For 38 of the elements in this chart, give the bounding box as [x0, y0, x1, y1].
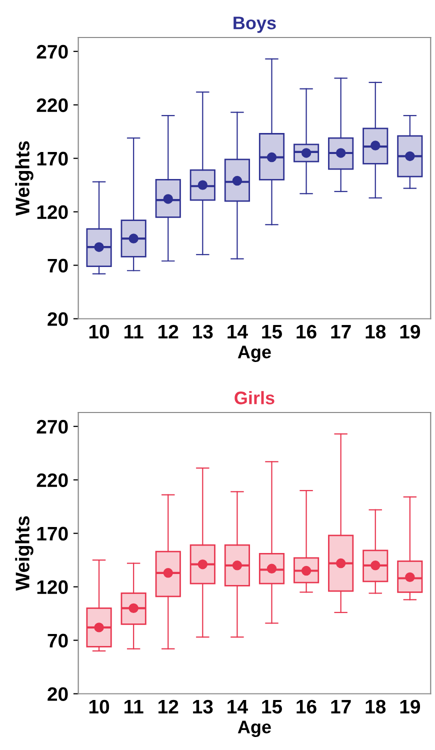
- y-tick-label: 120: [37, 205, 68, 220]
- y-axis-title: Weights: [15, 516, 34, 591]
- y-tick-label: 270: [36, 420, 68, 434]
- chart-title: Boys: [234, 16, 276, 33]
- x-tick-label: 17: [331, 700, 351, 714]
- y-tick-label: 220: [36, 98, 68, 112]
- x-tick-label: 18: [366, 324, 386, 339]
- x-tick-label: 17: [331, 325, 351, 338]
- x-tick-label: 12: [158, 700, 178, 714]
- y-tick-label: 220: [36, 473, 68, 488]
- y-tick-label: 170: [37, 152, 68, 166]
- x-tick-label: 14: [228, 325, 248, 338]
- x-tick-label: 16: [296, 324, 316, 339]
- x-axis-title: Age: [238, 346, 271, 362]
- y-tick-label: 20: [48, 687, 68, 701]
- x-tick-label: 19: [400, 700, 420, 714]
- x-tick-label: 12: [158, 324, 178, 338]
- x-tick-label: 15: [262, 325, 282, 339]
- x-tick-label: 19: [400, 324, 420, 339]
- x-tick-label: 11: [124, 700, 144, 714]
- x-tick-label: 10: [89, 324, 110, 339]
- x-tick-label: 16: [296, 700, 316, 714]
- x-tick-label: 11: [124, 325, 144, 338]
- x-tick-label: 13: [193, 700, 213, 714]
- x-axis-title: Age: [238, 720, 271, 738]
- x-tick-label: 18: [366, 700, 386, 714]
- y-tick-label: 170: [37, 526, 68, 541]
- y-tick-label: 20: [48, 312, 68, 326]
- x-tick-label: 15: [262, 700, 282, 714]
- x-tick-label: 10: [89, 700, 110, 714]
- y-tick-label: 270: [36, 44, 68, 59]
- y-tick-label: 70: [48, 258, 68, 273]
- chart-title: Girls: [234, 391, 274, 404]
- x-tick-label: 13: [193, 324, 213, 339]
- y-tick-label: 120: [37, 580, 68, 594]
- y-tick-label: 70: [48, 634, 68, 648]
- x-tick-label: 14: [228, 700, 248, 714]
- y-axis-title: Weights: [15, 141, 34, 216]
